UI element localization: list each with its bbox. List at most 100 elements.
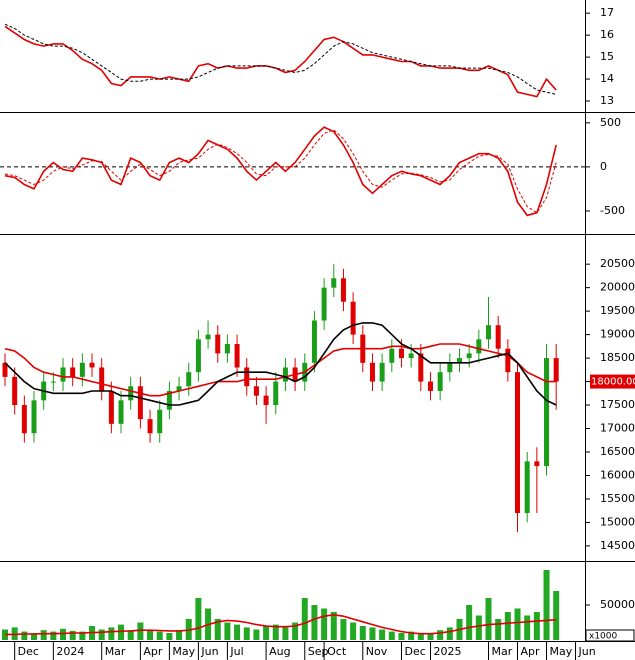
candle-body <box>340 278 346 302</box>
candle-body <box>495 325 501 349</box>
candle-body <box>282 367 288 382</box>
candle-body <box>418 353 424 382</box>
volume-bar <box>437 630 444 640</box>
volume-bar <box>176 630 183 640</box>
candle-body <box>79 362 85 377</box>
volume-bar <box>79 631 86 640</box>
y-tick-label: 17000 <box>600 422 635 435</box>
x-tick-label: May <box>550 645 573 658</box>
y-tick-label: 20000 <box>600 281 635 294</box>
candle-body <box>108 390 114 424</box>
volume-bar <box>359 626 366 640</box>
volume-bar <box>98 629 105 640</box>
y-tick-label: 14 <box>600 72 614 85</box>
volume-bar <box>398 633 405 640</box>
volume-bar <box>524 615 531 640</box>
volume-bar <box>21 631 28 640</box>
volume-bar <box>427 633 434 640</box>
candle-body <box>476 339 482 354</box>
volume-bar <box>69 630 76 640</box>
x-tick-label: 2025 <box>433 645 461 658</box>
candle-body <box>186 372 192 387</box>
volume-bar <box>311 605 318 640</box>
y-tick-label: 16500 <box>600 445 635 458</box>
candle-body <box>176 386 182 391</box>
volume-bar <box>514 608 521 640</box>
y-tick-label: -500 <box>600 204 625 217</box>
candle-body <box>70 367 76 377</box>
volume-bar <box>533 612 540 640</box>
y-tick-label: 18500 <box>600 351 635 364</box>
x-tick-label: Jun <box>200 645 218 658</box>
candle-body <box>331 278 337 288</box>
candle-body <box>263 395 269 406</box>
candle-body <box>137 386 143 420</box>
line-series <box>4 322 557 406</box>
candle-body <box>215 334 221 354</box>
volume-bar <box>224 622 231 640</box>
volume-unit: x1000 <box>589 632 618 642</box>
volume-bar <box>330 612 337 640</box>
y-tick-label: 19500 <box>600 304 635 317</box>
volume-bar <box>263 626 270 640</box>
volume-bar <box>475 615 482 640</box>
y-tick-label: 20500 <box>600 257 635 270</box>
price-marker <box>590 374 635 389</box>
volume-bar <box>272 624 279 640</box>
line-series <box>4 343 557 397</box>
y-tick-label: 0 <box>600 160 607 173</box>
volume-bar <box>50 631 57 640</box>
price-marker-label: 18000.00 <box>591 377 635 388</box>
candle-body <box>398 348 404 359</box>
candle-body <box>389 348 395 363</box>
volume-bar <box>485 598 492 640</box>
candle-body <box>544 358 550 467</box>
candle-body <box>118 400 124 424</box>
candle-body <box>21 405 27 434</box>
candle-body <box>321 287 327 321</box>
line-series <box>4 23 557 95</box>
y-tick-label: 14500 <box>600 539 635 552</box>
volume-bar <box>543 570 550 640</box>
volume-bar <box>495 619 502 640</box>
candle-body <box>466 353 472 359</box>
volume-bar <box>147 629 154 640</box>
volume-bar <box>340 619 347 640</box>
volume-bar <box>137 622 144 640</box>
candle-body <box>195 339 201 373</box>
volume-bar <box>466 605 473 640</box>
candle-body <box>379 362 385 382</box>
candle-body <box>147 419 153 434</box>
candle-body <box>350 301 356 335</box>
volume-bar <box>108 627 115 640</box>
y-tick-label: 16000 <box>600 468 635 481</box>
volume-bar <box>350 622 357 640</box>
volume-bar <box>417 634 424 640</box>
x-tick-label: Apr <box>521 645 541 658</box>
candle-body <box>427 381 433 391</box>
volume-bar <box>446 627 453 640</box>
x-tick-label: Dec <box>404 645 425 658</box>
x-tick-label: Apr <box>143 645 163 658</box>
unit-box <box>585 629 635 642</box>
x-tick-label: Aug <box>269 645 290 658</box>
candle-body <box>50 381 56 383</box>
candle-body <box>505 348 511 373</box>
volume-bar <box>40 630 47 640</box>
candle-body <box>244 367 250 387</box>
candle-body <box>157 409 163 434</box>
y-tick-label: 13 <box>600 94 614 107</box>
volume-bar <box>379 629 386 640</box>
candle-body <box>447 362 453 373</box>
candle-body <box>534 461 540 467</box>
volume-bar <box>408 631 415 640</box>
candle-body <box>205 334 211 340</box>
x-tick-label: May <box>172 645 195 658</box>
x-tick-label: Oct <box>327 645 347 658</box>
volume-bar <box>127 630 134 640</box>
candle-body <box>456 358 462 363</box>
line-series <box>5 613 557 636</box>
candle-body <box>524 461 530 514</box>
volume-bar <box>282 627 289 640</box>
